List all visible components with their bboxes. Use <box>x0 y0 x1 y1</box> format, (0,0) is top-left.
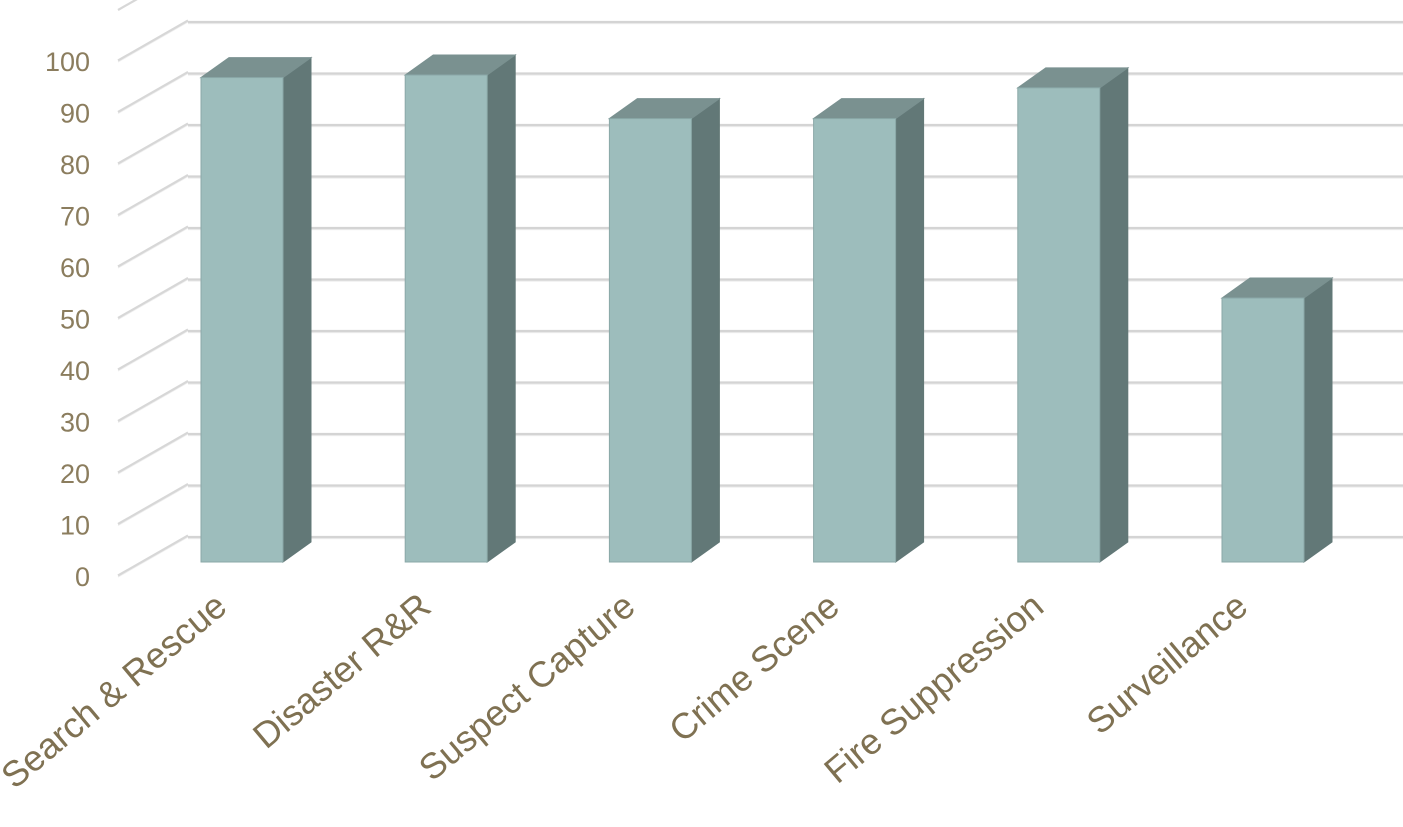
bar-side-face <box>282 56 312 563</box>
gridline-side-shadow-70 <box>117 175 189 218</box>
y-tick-label-100: 100 <box>45 47 90 77</box>
gridline-side-shadow-80 <box>117 124 189 166</box>
bar-side-face <box>486 54 516 563</box>
gridline-side-60 <box>117 225 189 268</box>
bar-front-face <box>1221 297 1305 563</box>
y-tick-label-80: 80 <box>60 150 90 180</box>
y-tick-label-0: 0 <box>75 562 90 592</box>
gridline-side-top <box>117 0 138 11</box>
bar-front-face <box>1017 87 1101 563</box>
x-category-label-4: Crime Scene <box>661 585 847 750</box>
x-category-label-6: Surveillance <box>1079 585 1256 742</box>
gridline-side-shadow-10 <box>117 484 189 527</box>
gridline-side-shadow-0 <box>117 536 189 578</box>
bar-side-face <box>1303 277 1333 563</box>
gridline-side-shadow-100 <box>117 21 189 63</box>
gridline-side-0 <box>117 534 189 577</box>
bar-side-face <box>1099 66 1129 563</box>
bar-front-face <box>813 118 897 563</box>
y-tick-label-40: 40 <box>60 356 90 386</box>
y-axis-tick-labels: 0 10 20 30 40 50 60 70 80 90 100 <box>45 47 90 592</box>
bar-side-face <box>690 97 720 563</box>
bar-front-face <box>608 118 692 563</box>
bar-3 <box>607 97 721 563</box>
gridline-side-90 <box>117 71 189 113</box>
bars <box>199 54 1334 563</box>
gridline-side-shadow-50 <box>117 278 189 321</box>
y-tick-label-50: 50 <box>60 305 90 335</box>
gridline-side-50 <box>117 277 189 319</box>
gridline-side-100 <box>117 19 189 62</box>
x-category-label-1: Search & Rescue <box>0 585 234 796</box>
gridline-side-shadow-90 <box>117 72 189 115</box>
gridline-side-shadow-30 <box>117 381 189 424</box>
gridline-side-shadow-40 <box>117 330 189 372</box>
bar-front-face <box>200 77 284 563</box>
x-category-label-3: Suspect Capture <box>411 585 643 789</box>
bar-6 <box>1220 277 1334 563</box>
y-tick-label-60: 60 <box>60 253 90 283</box>
x-category-label-2: Disaster R&R <box>245 585 438 757</box>
gridline-side-80 <box>117 122 189 165</box>
bar-4 <box>812 97 926 563</box>
gridline-side-20 <box>117 431 189 474</box>
y-tick-label-90: 90 <box>60 99 90 129</box>
gridline-side-shadow-20 <box>117 433 189 475</box>
y-tick-label-70: 70 <box>60 202 90 232</box>
bar-side-face <box>895 97 925 563</box>
y-tick-label-20: 20 <box>60 459 90 489</box>
bar-front-face <box>404 74 488 563</box>
gridline-side-shadow-60 <box>117 227 189 269</box>
x-category-label-5: Fire Suppression <box>816 585 1051 791</box>
gridline-side-40 <box>117 328 189 371</box>
y-tick-label-30: 30 <box>60 408 90 438</box>
gridlines <box>117 0 1403 578</box>
gridline-side-30 <box>117 380 189 422</box>
gridline-side-70 <box>117 174 189 216</box>
bar-5 <box>1016 66 1130 563</box>
bar-1 <box>199 56 313 563</box>
gridline-side-10 <box>117 483 189 525</box>
y-tick-label-10: 10 <box>60 511 90 541</box>
bar-2 <box>403 54 517 563</box>
